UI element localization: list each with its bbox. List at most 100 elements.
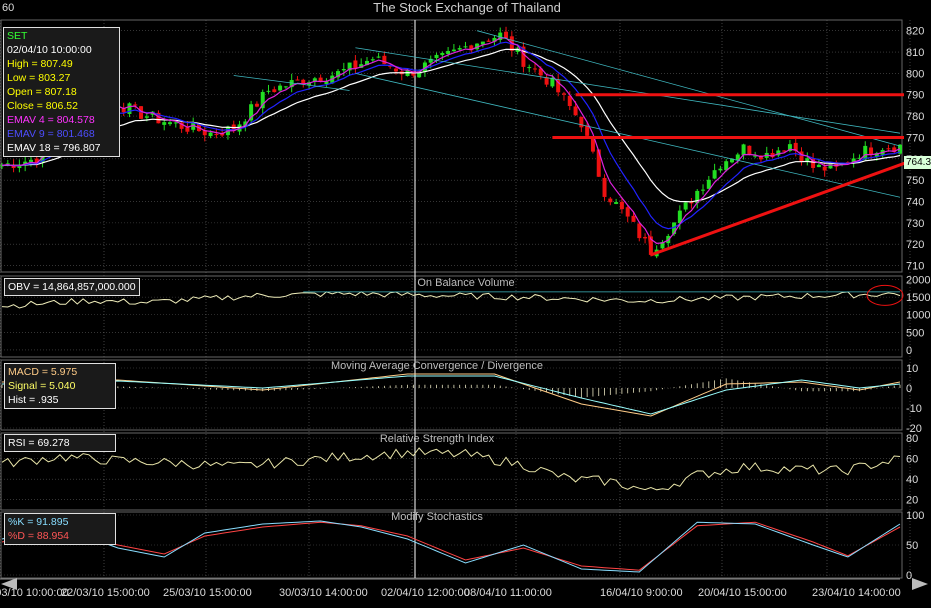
x-tick-label: 19/03/10 10:00:00 xyxy=(0,587,69,599)
signal-value: Signal = 5.040 xyxy=(8,380,76,392)
candle-body xyxy=(295,79,300,81)
ema18-line xyxy=(1,48,901,203)
y-tick-label: 720 xyxy=(906,239,924,251)
candle-body xyxy=(822,166,827,171)
info-close: Close = 806.52 xyxy=(7,100,78,112)
candle-body xyxy=(643,236,648,239)
candle-body xyxy=(428,58,433,63)
candle-body xyxy=(353,60,358,69)
candle-body xyxy=(538,68,543,76)
candle-body xyxy=(283,86,288,88)
candle-body xyxy=(191,122,196,130)
x-tick-label: 08/04/10 11:00:00 xyxy=(464,587,552,599)
y-tick-label: 0 xyxy=(906,570,912,582)
candle-body xyxy=(451,49,456,52)
rsi-title: Relative Strength Index xyxy=(380,433,495,445)
info-emav18: EMAV 18 = 796.807 xyxy=(7,142,101,154)
candle-body xyxy=(851,158,856,163)
y-tick-label: 500 xyxy=(906,327,924,339)
panel-frame xyxy=(0,432,903,511)
macd-panel: MACD = 5.975 Signal = 5.040 Hist = .935 xyxy=(4,363,116,409)
chart-title: The Stock Exchange of Thailand xyxy=(373,0,561,15)
candle-body xyxy=(550,77,555,87)
stoch-d-line xyxy=(1,521,901,571)
y-tick-label: 40 xyxy=(906,474,918,486)
candle-body xyxy=(411,71,416,76)
candle-body xyxy=(301,79,306,85)
y-tick-label: 770 xyxy=(906,132,924,144)
candle-body xyxy=(11,164,16,169)
candle-body xyxy=(590,137,595,152)
candle-body xyxy=(5,163,10,165)
candle-body xyxy=(498,32,503,40)
stoch-title: Modify Stochastics xyxy=(391,511,483,523)
candle-body xyxy=(683,202,688,210)
obv-line xyxy=(1,291,901,309)
interval-label: 60 xyxy=(2,2,14,14)
candle-body xyxy=(504,31,509,39)
candle-body xyxy=(272,89,277,93)
candle-body xyxy=(573,106,578,116)
candle-body xyxy=(17,165,22,169)
y-tick-label: 60 xyxy=(906,454,918,466)
obv-title: On Balance Volume xyxy=(417,277,514,289)
candle-body xyxy=(787,144,792,151)
candle-body xyxy=(701,189,706,191)
candle-body xyxy=(289,80,294,88)
x-tick-label: 30/03/10 14:00:00 xyxy=(279,587,368,599)
candle-body xyxy=(446,50,451,55)
candle-body xyxy=(782,150,787,152)
candle-body xyxy=(758,155,763,160)
macd-title: Moving Average Convergence / Divergence xyxy=(331,360,543,372)
scroll-left-icon[interactable] xyxy=(1,578,17,590)
candle-body xyxy=(892,147,897,153)
channel-line xyxy=(233,75,350,91)
candle-body xyxy=(185,127,190,132)
y-tick-label: 790 xyxy=(906,90,924,102)
y-tick-label: 80 xyxy=(906,433,918,445)
info-emav9: EMAV 9 = 801.468 xyxy=(7,128,95,140)
candle-body xyxy=(625,207,630,217)
candle-body xyxy=(799,151,804,162)
candle-body xyxy=(579,116,584,128)
y-tick-label: 2000 xyxy=(906,275,930,287)
candle-body xyxy=(0,165,4,167)
candle-body xyxy=(139,106,144,119)
candle-body xyxy=(254,103,259,107)
candle-body xyxy=(341,69,346,71)
candle-body xyxy=(376,56,381,58)
candle-body xyxy=(585,125,590,136)
candle-body xyxy=(556,79,561,93)
candle-body xyxy=(202,130,207,136)
candle-body xyxy=(469,45,474,51)
macd-value: MACD = 5.975 xyxy=(8,366,78,378)
hist-value: Hist = .935 xyxy=(8,394,59,406)
candle-body xyxy=(521,46,526,67)
candle-body xyxy=(718,168,723,171)
candle-body xyxy=(393,68,398,72)
candle-body xyxy=(706,179,711,189)
candle-body xyxy=(417,71,422,78)
support-line-tick xyxy=(647,235,652,256)
candle-body xyxy=(336,71,341,78)
candle-body xyxy=(249,104,254,121)
y-tick-label: 810 xyxy=(906,47,924,59)
candle-body xyxy=(857,157,862,159)
candle-body xyxy=(121,108,126,113)
candle-body xyxy=(741,144,746,156)
scroll-right-icon[interactable] xyxy=(912,578,928,590)
channel-line xyxy=(355,72,901,198)
candle-body xyxy=(359,64,364,68)
price-panel xyxy=(0,26,906,259)
candle-body xyxy=(834,162,839,167)
candle-body xyxy=(475,43,480,50)
candle-body xyxy=(695,190,700,204)
candle-body xyxy=(480,41,485,45)
candle-body xyxy=(434,54,439,59)
candle-body xyxy=(753,155,758,157)
candle-body xyxy=(382,55,387,65)
candle-body xyxy=(712,170,717,179)
candle-body xyxy=(347,62,352,71)
